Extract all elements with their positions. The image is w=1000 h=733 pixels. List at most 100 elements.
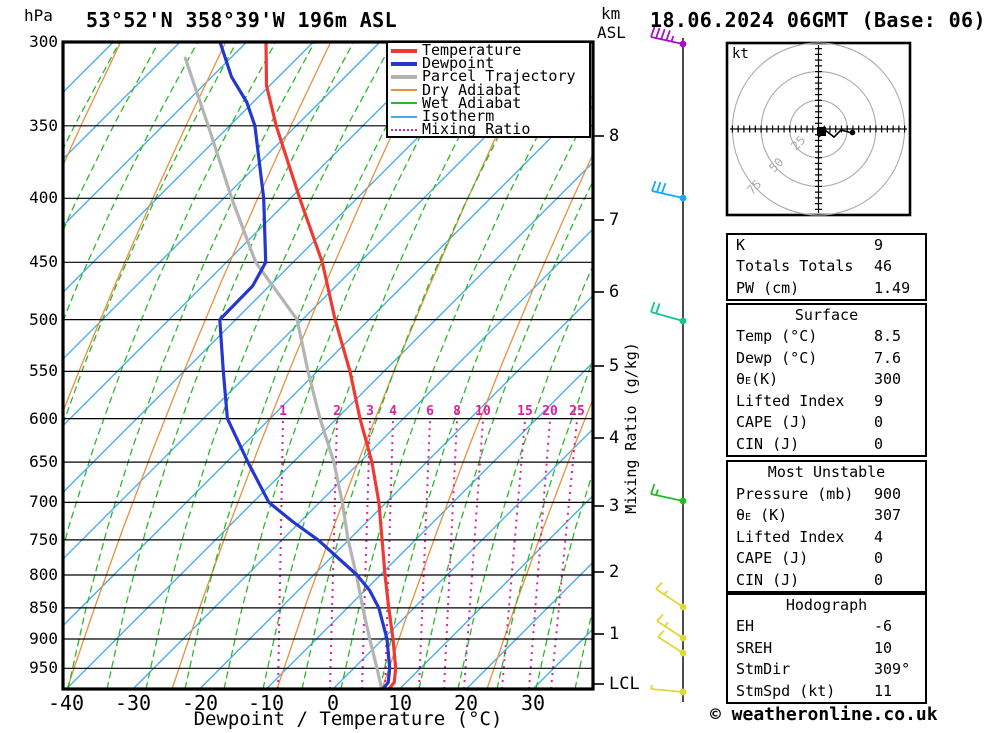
isotherm-line: [63, 42, 581, 560]
mixing-ratio-value-label: 6: [426, 404, 434, 419]
legend-label: Dewpoint: [422, 54, 495, 73]
wet-adiabat-line: [379, 102, 593, 689]
wet-adiabat-line: [496, 358, 593, 689]
pressure-tick-label: 600: [29, 409, 58, 428]
plot-border: [61, 40, 595, 691]
wind-barb: [650, 483, 684, 502]
table-row: CAPE (J) 0: [728, 548, 925, 570]
table-row-value: 7.6: [874, 348, 902, 367]
indices-table-hodograph: Hodograph EH -6 SREH 10 StmDir 309° StmSpd (kt)…: [726, 593, 927, 704]
table-row-label: EH: [736, 617, 755, 636]
legend-label: Dry Adiabat: [422, 80, 522, 99]
table-row-label: Lifted Index: [736, 527, 845, 546]
table-row-label: Dewp (°C): [736, 348, 818, 367]
wind-barb: [650, 684, 684, 693]
table-row-value: 0: [874, 549, 884, 567]
table-row-value: 46: [874, 257, 893, 276]
wet-adiabat-line: [184, 42, 433, 689]
wet-adiabat-line: [301, 42, 550, 689]
hodograph-unit-label: kt: [732, 46, 749, 62]
legend-item: Wet Adiabat: [391, 95, 589, 110]
asl-unit-label: ASL: [597, 23, 626, 42]
dry-adiabat-line: [63, 42, 227, 414]
wind-barb: [651, 180, 684, 199]
table-row-value: 309°: [874, 660, 911, 679]
table-row-value: 307: [874, 506, 902, 524]
legend-item: Dry Adiabat: [391, 80, 589, 99]
pressure-tick-label: 650: [29, 452, 58, 471]
km-tick-label: 1: [609, 624, 620, 644]
legend-item: Isotherm: [391, 106, 589, 125]
table-row: Dewp (°C) 7.6: [728, 348, 925, 369]
table-row-value: 1.49: [874, 278, 911, 297]
table-row-label: StmSpd (kt): [736, 681, 836, 700]
temp-tick-label: 10: [387, 691, 413, 715]
table-row-value: 9: [874, 391, 884, 410]
table-row: PW (cm) 1.49: [728, 278, 925, 299]
km-tick-label: 5: [609, 356, 620, 376]
mixing-ratio-value-label: 25: [569, 404, 585, 419]
wet-adiabat-line: [340, 42, 589, 689]
wet-adiabat-line: [67, 42, 316, 689]
mixing-ratio-value-label: 1: [279, 404, 287, 419]
dry-adiabat-line: [171, 42, 437, 689]
mixing-ratio-line: [501, 419, 526, 689]
mixing-ratio-line: [550, 419, 578, 689]
temp-tick-label: -40: [47, 691, 85, 715]
pressure-tick-label: 800: [29, 565, 58, 584]
pressure-tick-label: 850: [29, 598, 58, 617]
legend-swatch-dewpoint: [391, 61, 417, 66]
hodograph-trace-end: [849, 129, 856, 136]
mixing-ratio-line: [384, 419, 394, 689]
pressure-tick-label: 350: [29, 116, 58, 135]
mixing-ratio-line: [443, 419, 458, 689]
wet-adiabat-line: [63, 42, 238, 426]
sounding-curves: [183, 42, 398, 689]
legend-box: Temperature Dewpoint Parcel Trajectory Dry …: [386, 42, 591, 138]
table-row-label: CAPE (J): [736, 413, 809, 432]
pressure-tick-label: 300: [29, 32, 58, 51]
pressure-tick-label: 400: [29, 188, 58, 207]
table-title: Hodograph: [785, 596, 868, 614]
wet-adiabat-line: [457, 264, 593, 689]
table-row: StmDir 309°: [728, 659, 925, 680]
wind-barb: [655, 581, 684, 608]
table-row: Pressure (mb) 900: [728, 484, 925, 506]
indices-table-most-unstable: Most Unstable Pressure (mb) 900 θE (K) 307 Li…: [726, 460, 927, 593]
table-row-value: 11: [874, 681, 893, 700]
mixing-ratio-value-label: 4: [389, 404, 397, 419]
table-row-label: StmDir: [736, 660, 791, 679]
wind-barb: [656, 613, 684, 639]
wet-adiabat-line: [262, 42, 511, 689]
mixing-ratio-line: [463, 419, 484, 689]
legend-label: Isotherm: [422, 106, 495, 125]
table-row: Temp (°C) 8.5: [728, 326, 925, 347]
table-row: StmSpd (kt) 11: [728, 681, 925, 702]
table-row: SREH 10: [728, 638, 925, 659]
isotherm-line: [63, 42, 248, 227]
wet-adiabat-line: [106, 42, 355, 689]
table-row-value: 0: [874, 570, 884, 589]
table-row-value: 10: [874, 638, 893, 657]
isotherm-line: [63, 94, 593, 627]
wet-adiabat-line: [223, 42, 472, 689]
legend-item: Temperature: [391, 42, 589, 58]
pressure-tick-label: 950: [29, 658, 58, 677]
table-row-value: 0: [874, 434, 884, 453]
dry-adiabat-line: [486, 397, 593, 689]
table-title: Most Unstable: [767, 463, 886, 481]
table-row: CAPE (J) 0: [728, 412, 925, 433]
mixing-ratio-line: [361, 419, 371, 689]
mixing-ratio-line: [418, 419, 431, 689]
isotherm-line: [399, 494, 593, 689]
wet-adiabat-line: [145, 42, 394, 689]
isotherm-line: [265, 361, 593, 689]
wind-barb-dot: [679, 497, 687, 505]
table-row-label: Totals Totals: [736, 257, 854, 276]
isotherm-line: [132, 228, 593, 689]
table-row: EH -6: [728, 616, 925, 637]
km-unit-label: km: [601, 4, 621, 23]
